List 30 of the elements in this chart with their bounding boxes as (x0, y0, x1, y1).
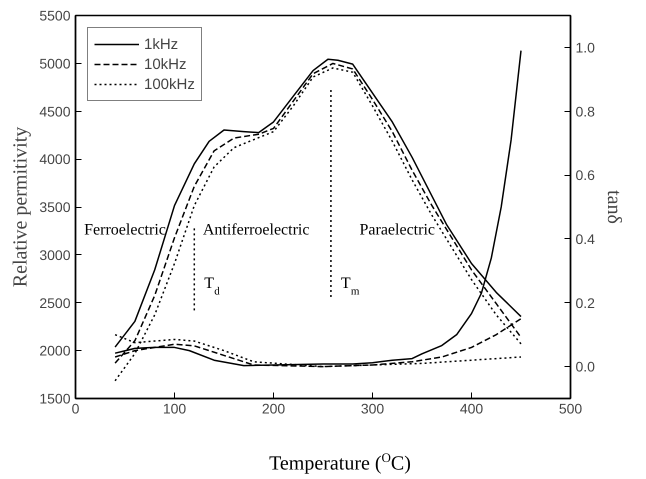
y2-tick-label: 0.4 (576, 230, 596, 247)
y-tick-label: 3500 (39, 199, 71, 215)
legend-label: 1kHz (144, 36, 178, 52)
legend-label: 100kHz (144, 76, 195, 92)
y2-tick-label: 0.8 (576, 103, 596, 120)
annotation: Ferroelectric (84, 221, 166, 238)
y2-tick-label: 0.0 (576, 358, 596, 375)
x-tick-label: 200 (262, 400, 286, 416)
y-axis-title: Relative permitivity (9, 126, 32, 288)
x-tick-label: 400 (460, 400, 484, 416)
y-tick-label: 1500 (39, 390, 71, 406)
y-tick-label: 5500 (39, 8, 71, 24)
y-tick-label: 4000 (39, 151, 71, 168)
y-tick-label: 3000 (39, 246, 71, 263)
y2-tick-label: 0.2 (576, 294, 596, 311)
x-tick-label: 0 (72, 400, 80, 416)
annotation: Antiferroelectric (202, 221, 310, 238)
annotation: Paraelectric (360, 221, 435, 238)
x-tick-label: 100 (162, 400, 186, 416)
y2-tick-label: 1.0 (576, 39, 596, 56)
y-tick-label: 5000 (39, 55, 71, 72)
y-tick-label: 2000 (39, 342, 71, 359)
legend-label: 10kHz (144, 56, 187, 72)
x-tick-label: 300 (360, 400, 384, 416)
x-tick-label: 500 (558, 400, 582, 416)
y-tick-label: 2500 (39, 294, 71, 311)
y2-axis-title: tanδ (602, 190, 625, 224)
y2-tick-label: 0.6 (576, 167, 596, 184)
y-tick-label: 4500 (39, 103, 71, 120)
x-axis-title: Temperature ($^{O}$C) (269, 449, 411, 476)
